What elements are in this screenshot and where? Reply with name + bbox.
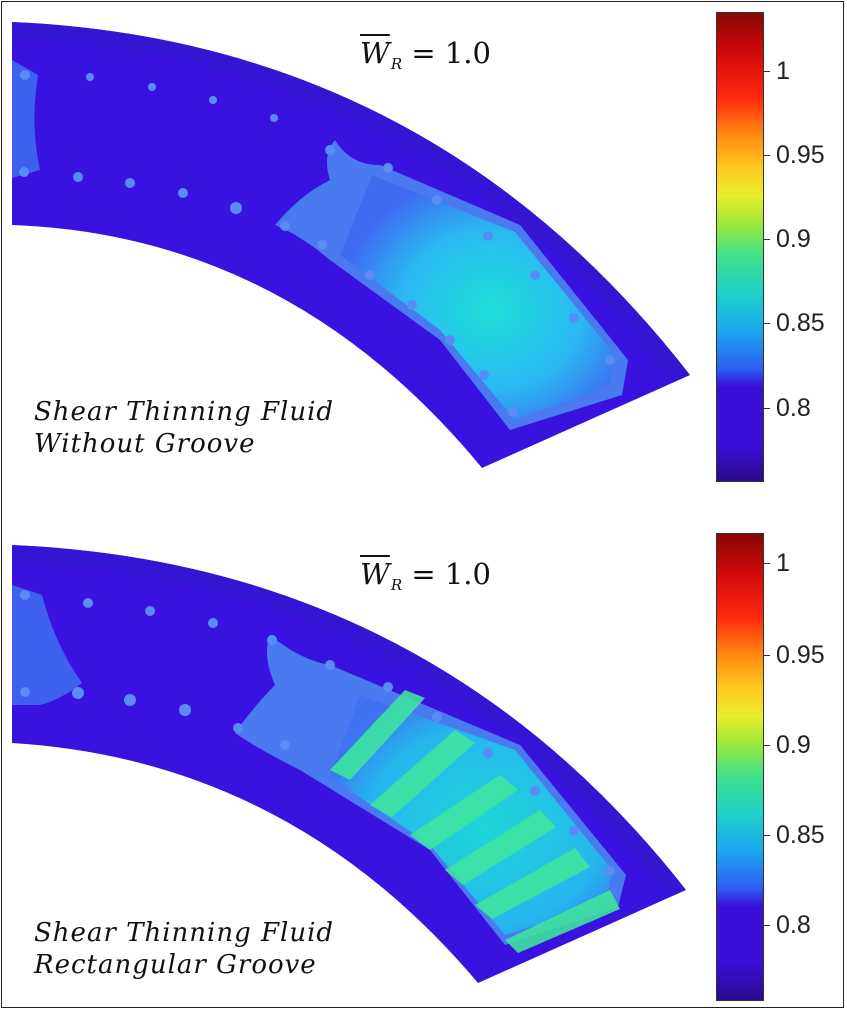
caption-without-groove: Shear Thinning Fluid Without Groove — [34, 396, 334, 460]
panel-without-groove: WR = 1.0 Shear Thinning Fluid Without Gr… — [0, 0, 847, 500]
caption-rectangular-groove: Shear Thinning Fluid Rectangular Groove — [34, 917, 334, 981]
colorbar-tick — [764, 745, 770, 746]
colorbar-tick-label: 0.8 — [776, 394, 811, 422]
load-value: = 1.0 — [411, 557, 491, 591]
load-ratio-label: WR = 1.0 — [360, 36, 491, 73]
load-symbol: W — [360, 557, 390, 591]
pad-left — [12, 60, 40, 178]
port-dots — [19, 70, 615, 417]
contour-plot-without-groove — [12, 22, 690, 468]
colorbar-tick-label: 0.85 — [776, 309, 825, 337]
colorbar-tick-label: 0.95 — [776, 641, 825, 669]
colorbar-tick — [764, 71, 770, 72]
caption-line-2: Rectangular Groove — [34, 950, 317, 980]
colorbar-tick-label: 0.9 — [776, 225, 811, 253]
colorbar-tick — [764, 408, 770, 409]
colorbar-tick-label: 1 — [776, 57, 790, 85]
colorbar-tick — [764, 155, 770, 156]
colorbar-tick — [764, 835, 770, 836]
caption-line-2: Without Groove — [34, 429, 256, 459]
colorbar-tick-label: 0.9 — [776, 731, 811, 759]
load-symbol: W — [360, 36, 390, 70]
colorbar-tick — [764, 323, 770, 324]
colorbar-tick-label: 0.85 — [776, 821, 825, 849]
pressure-zone — [340, 175, 615, 420]
colorbar-tick — [764, 563, 770, 564]
load-subscript: R — [390, 55, 403, 73]
colorbar-tick — [764, 655, 770, 656]
colorbar — [716, 12, 764, 482]
groove-stripes — [330, 690, 620, 953]
load-value: = 1.0 — [411, 36, 491, 70]
load-ratio-label: WR = 1.0 — [360, 557, 491, 594]
colorbar — [716, 533, 764, 1001]
colorbar-tick-label: 1 — [776, 549, 790, 577]
colorbar-tick-label: 0.95 — [776, 141, 825, 169]
caption-line-1: Shear Thinning Fluid — [34, 397, 335, 427]
load-subscript: R — [390, 576, 403, 594]
colorbar-tick — [764, 239, 770, 240]
colorbar-tick-label: 0.8 — [776, 911, 811, 939]
contour-plot-rectangular-groove — [12, 545, 686, 983]
colorbar-tick — [764, 925, 770, 926]
port-dots — [20, 590, 615, 876]
caption-line-1: Shear Thinning Fluid — [34, 918, 335, 948]
panel-rectangular-groove: WR = 1.0 Shear Thinning Fluid Rectangula… — [0, 505, 847, 1011]
pad-left — [12, 585, 82, 705]
